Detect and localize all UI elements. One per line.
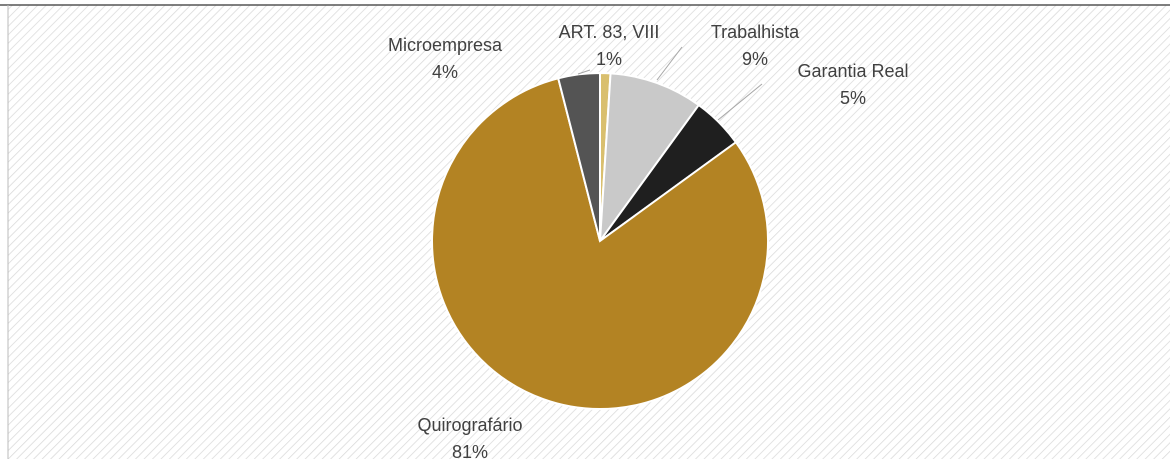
- leader-line: [656, 46, 683, 81]
- slice-label: Garantia Real: [797, 61, 908, 81]
- slice-value-label: 81%: [452, 442, 488, 459]
- slice-label: Quirografário: [417, 415, 522, 435]
- slice-value-label: 1%: [596, 49, 622, 69]
- leader-line: [717, 83, 763, 121]
- pie-slice: [557, 71, 601, 242]
- pie-slice: [431, 77, 769, 410]
- slice-label: ART. 83, VIII: [559, 22, 660, 42]
- slice-value-label: 5%: [840, 88, 866, 108]
- leader-line: [577, 69, 591, 75]
- slice-label: Trabalhista: [711, 22, 800, 42]
- pie-slice: [598, 72, 701, 245]
- slice-label: Microempresa: [388, 35, 503, 55]
- slice-value-label: 4%: [432, 62, 458, 82]
- slice-value-label: 9%: [742, 49, 768, 69]
